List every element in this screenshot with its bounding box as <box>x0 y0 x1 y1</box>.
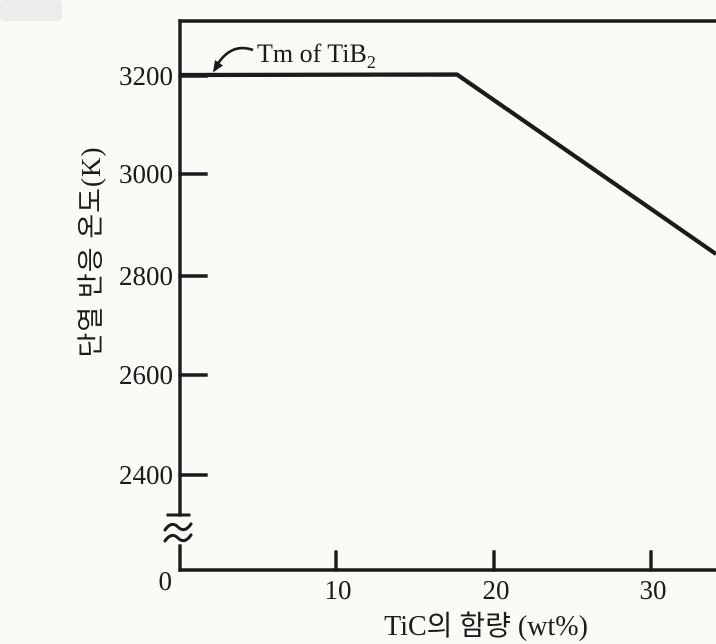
scan-smudge <box>0 0 62 21</box>
x-tick-label-10: 10 <box>325 575 352 605</box>
x-tick-label-30: 30 <box>640 575 667 605</box>
x-axis-title: TiC의 함량 (wt%) <box>384 611 588 642</box>
y-tick-label-3200: 3200 <box>119 61 173 91</box>
annotation-arrowhead-icon <box>213 60 223 73</box>
annotation-label-subscript: 2 <box>367 52 376 72</box>
annotation-label: Tm of TiB2 <box>257 39 376 72</box>
annotation-arrow <box>215 46 254 66</box>
origin-label: 0 <box>159 566 173 596</box>
y-tick-label-2600: 2600 <box>119 360 173 390</box>
x-tick-label-20: 20 <box>483 575 510 605</box>
y-tick-label-2800: 2800 <box>119 261 173 291</box>
data-line-adiabatic-temperature <box>179 72 716 256</box>
y-tick-label-3000: 3000 <box>119 159 173 189</box>
y-axis-break-wave-1 <box>163 522 193 532</box>
labels-group: Tm of TiB2 3200 3000 2800 2600 2400 0 10… <box>76 39 667 642</box>
annotation-label-main: Tm of TiB <box>257 39 367 68</box>
y-axis-break-wave-2 <box>163 533 193 543</box>
y-tick-label-2400: 2400 <box>119 460 173 490</box>
axes-group <box>163 19 716 572</box>
y-axis-title: 단열 반응 온도(K) <box>76 146 106 357</box>
